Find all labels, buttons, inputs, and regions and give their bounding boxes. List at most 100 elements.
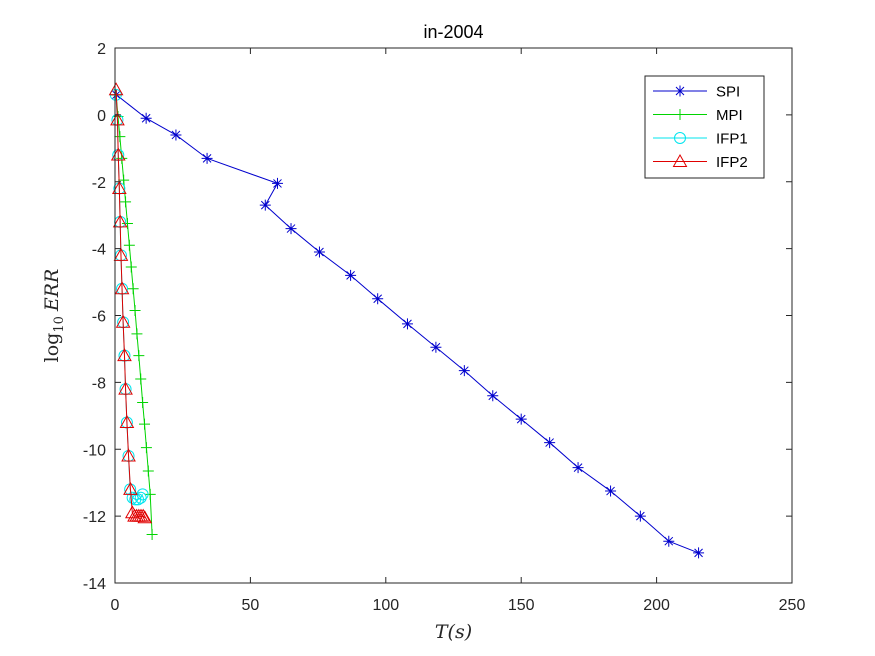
data-point-ifp2-shape xyxy=(114,281,130,295)
legend-marker-mpi-shape xyxy=(674,109,686,120)
data-point-spi xyxy=(663,535,675,547)
y-tick-label: -6 xyxy=(92,309,106,326)
legend-label-ifp2: IFP2 xyxy=(716,154,748,171)
data-point-spi-shape xyxy=(605,485,617,497)
data-point-mpi xyxy=(131,328,143,340)
data-point-spi xyxy=(572,462,584,474)
data-point-mpi xyxy=(137,396,149,408)
data-point-spi xyxy=(430,341,442,353)
data-point-ifp1 xyxy=(134,491,147,504)
data-point-spi xyxy=(271,177,283,189)
series-ifp2 xyxy=(108,82,153,524)
data-point-mpi xyxy=(125,261,137,273)
data-point-spi-shape xyxy=(201,152,213,164)
x-tick-label: 150 xyxy=(508,597,535,614)
data-point-spi-shape xyxy=(572,462,584,474)
data-point-mpi xyxy=(129,304,141,316)
x-axis-label: T(s) xyxy=(435,621,472,643)
data-point-mpi-shape xyxy=(140,442,152,454)
y-tick-label: 0 xyxy=(97,108,106,125)
data-point-spi-shape xyxy=(693,547,705,559)
data-point-spi-shape xyxy=(285,223,297,235)
y-axis-label-variable: ERR xyxy=(41,269,63,312)
data-point-spi-shape xyxy=(634,510,646,522)
legend-label-mpi: MPI xyxy=(716,107,743,124)
data-point-spi-shape xyxy=(458,365,470,377)
data-point-mpi-shape xyxy=(137,396,149,408)
data-point-spi-shape xyxy=(271,177,283,189)
data-point-ifp1-shape xyxy=(134,491,147,504)
x-tick-label: 0 xyxy=(111,597,120,614)
legend-marker-mpi xyxy=(674,109,686,120)
data-point-spi xyxy=(345,269,357,281)
data-point-mpi-shape xyxy=(146,529,158,541)
data-point-ifp2 xyxy=(114,281,130,295)
data-point-ifp2-shape xyxy=(123,481,138,495)
data-point-mpi-shape xyxy=(142,465,154,477)
data-point-spi xyxy=(201,152,213,164)
y-axis-label-prefix: log xyxy=(41,333,63,363)
data-point-ifp2-shape xyxy=(117,348,132,362)
x-tick-label: 200 xyxy=(643,597,670,614)
y-tick-label: 2 xyxy=(97,41,106,58)
data-point-ifp2-shape xyxy=(135,508,151,522)
ticks-layer: 0 50 100 150 200 250 -14 -12 -10 -8 -6 -4 -2 0 2 xyxy=(83,41,806,614)
data-point-ifp2-shape xyxy=(108,82,124,96)
data-point-mpi-shape xyxy=(127,283,139,295)
y-axis-label-subscript: 10 xyxy=(52,316,67,333)
data-point-ifp2-shape xyxy=(112,214,128,228)
data-point-spi-shape xyxy=(515,413,527,425)
data-point-ifp2-shape xyxy=(110,112,125,126)
data-point-mpi xyxy=(121,218,133,230)
data-point-mpi xyxy=(146,529,158,541)
data-point-spi-shape xyxy=(487,390,499,402)
data-point-ifp2 xyxy=(123,481,138,495)
data-point-spi xyxy=(487,390,499,402)
data-point-spi-shape xyxy=(259,199,271,211)
legend-marker-ifp2-shape xyxy=(672,153,688,167)
x-tick-label: 250 xyxy=(779,597,806,614)
data-point-mpi xyxy=(118,174,130,186)
data-point-ifp2 xyxy=(137,510,153,524)
data-point-mpi-shape xyxy=(129,304,141,316)
data-point-spi xyxy=(372,293,384,305)
chart-title: in-2004 xyxy=(423,22,483,42)
data-point-spi xyxy=(544,437,556,449)
data-point-mpi-shape xyxy=(144,488,156,500)
data-point-mpi xyxy=(135,373,147,385)
data-point-ifp2 xyxy=(113,247,129,261)
data-point-spi-shape xyxy=(401,318,413,330)
series-mpi xyxy=(110,89,158,541)
data-point-ifp2-shape xyxy=(119,414,135,428)
data-point-ifp2 xyxy=(118,381,133,395)
data-point-spi-shape xyxy=(345,269,357,281)
data-point-mpi xyxy=(139,418,151,430)
y-axis-label: log10 ERR xyxy=(41,269,67,363)
y-tick-label: -2 xyxy=(92,175,106,192)
data-point-ifp2 xyxy=(135,508,151,522)
data-point-spi xyxy=(401,318,413,330)
data-point-mpi-shape xyxy=(133,350,145,362)
data-point-mpi xyxy=(140,442,152,454)
data-point-mpi-shape xyxy=(131,328,143,340)
data-point-mpi xyxy=(114,131,126,143)
data-point-ifp2-shape xyxy=(121,448,136,462)
data-point-ifp2 xyxy=(115,314,131,328)
data-point-mpi xyxy=(127,283,139,295)
legend-label-ifp1: IFP1 xyxy=(716,131,748,148)
y-tick-label: -12 xyxy=(83,509,106,526)
data-point-ifp2-shape xyxy=(115,314,131,328)
data-point-ifp2-shape xyxy=(137,510,153,524)
data-point-mpi-shape xyxy=(114,131,126,143)
legend-entry-ifp1: IFP1 xyxy=(653,131,748,148)
data-point-spi xyxy=(313,246,325,258)
data-point-ifp2 xyxy=(119,414,135,428)
data-point-spi xyxy=(634,510,646,522)
data-point-ifp2 xyxy=(121,448,136,462)
data-point-ifp2-shape xyxy=(113,247,129,261)
data-point-mpi-shape xyxy=(120,196,132,208)
data-point-mpi xyxy=(133,350,145,362)
legend-label-spi: SPI xyxy=(716,84,740,101)
data-point-mpi-shape xyxy=(135,373,147,385)
